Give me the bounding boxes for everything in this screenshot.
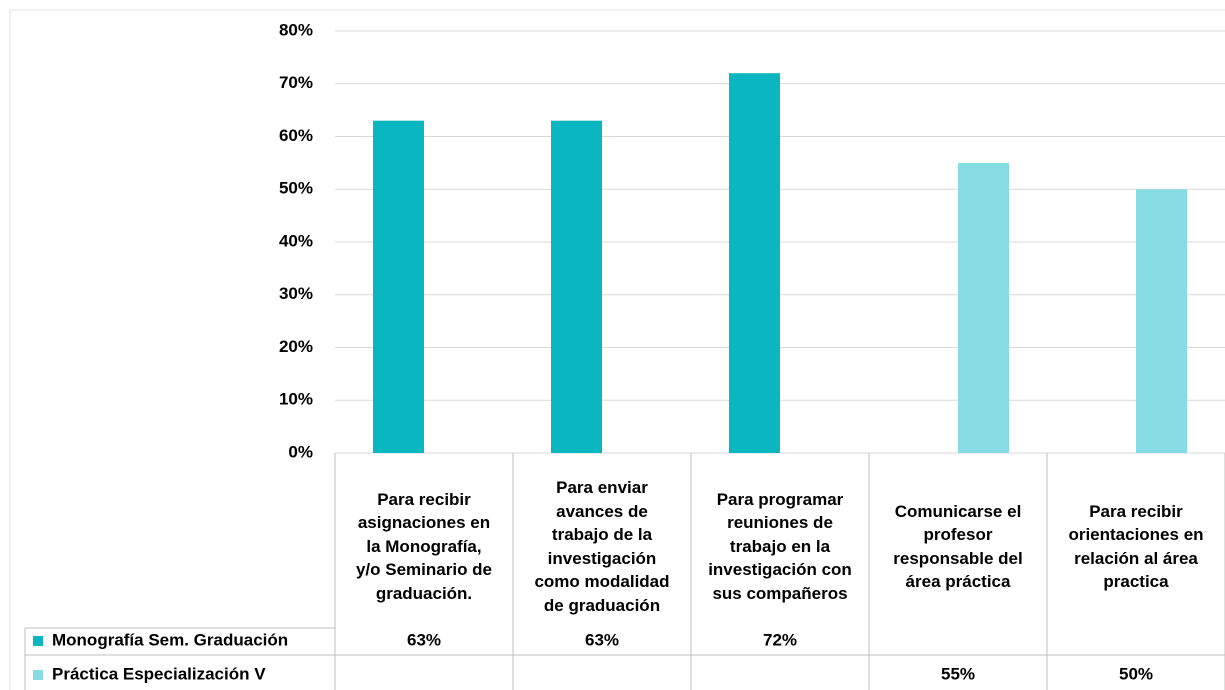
- x-tick-label: Para programar reuniones de trabajo en l…: [708, 489, 852, 603]
- data-label: 63%: [585, 630, 619, 649]
- y-tick-label: 0%: [288, 442, 313, 461]
- y-tick-label: 30%: [279, 284, 313, 303]
- x-tick-label: Para recibir asignaciones en la Monograf…: [355, 489, 493, 603]
- chart-border: [9, 9, 1225, 690]
- y-tick-label: 20%: [279, 337, 313, 356]
- y-tick-label: 60%: [279, 126, 313, 145]
- y-tick-label: 80%: [279, 20, 313, 39]
- bar: [373, 120, 424, 454]
- bar: [729, 73, 780, 453]
- bar: [1136, 189, 1187, 453]
- y-tick-label: 40%: [279, 231, 313, 250]
- legend-key: [33, 636, 43, 646]
- bar: [958, 162, 1009, 453]
- y-tick-label: 50%: [279, 179, 313, 198]
- x-tick-label: Para enviar avances de trabajo de la inv…: [534, 478, 670, 615]
- legend-key: [33, 670, 43, 680]
- data-label: 50%: [1119, 664, 1153, 683]
- bar: [551, 120, 602, 454]
- y-tick-label: 10%: [279, 390, 313, 409]
- x-tick-label: Comunicarse el profesor responsable del …: [893, 501, 1023, 592]
- data-label: 72%: [763, 630, 797, 649]
- data-label: 63%: [407, 630, 441, 649]
- y-tick-label: 70%: [279, 73, 313, 92]
- data-label: 55%: [941, 664, 975, 683]
- x-tick-label: Para recibir orientaciones en relación a…: [1068, 501, 1204, 592]
- legend-label: Monografía Sem. Graduación: [52, 630, 288, 649]
- legend-label: Práctica Especialización V: [52, 664, 266, 683]
